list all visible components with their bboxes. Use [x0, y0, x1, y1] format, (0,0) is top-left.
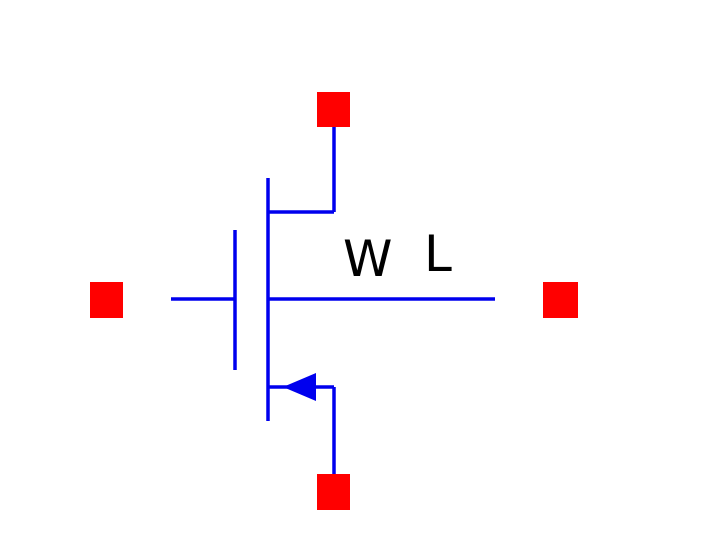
- length-label: L: [424, 225, 452, 283]
- gate-pin[interactable]: [90, 282, 123, 318]
- bulk-pin[interactable]: [543, 282, 578, 318]
- source-arrow-icon: [283, 373, 316, 401]
- width-label: W: [343, 230, 392, 288]
- source-pin[interactable]: [317, 474, 350, 510]
- drain-pin[interactable]: [317, 92, 350, 127]
